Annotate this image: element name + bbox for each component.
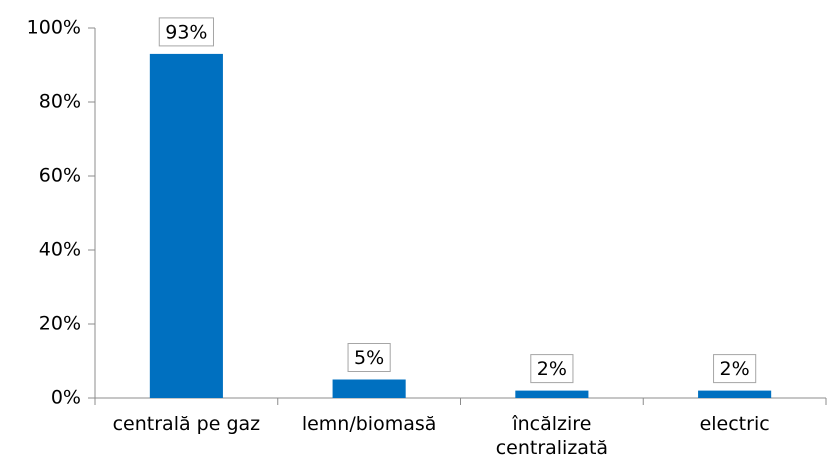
data-label-box: [530, 354, 574, 384]
data-label-box: [347, 343, 391, 372]
data-label: 5%: [354, 347, 384, 369]
x-tick-label: încălzire centralizată: [495, 413, 609, 459]
data-label: 2%: [720, 358, 750, 380]
y-tick-label: 60%: [39, 165, 81, 187]
y-tick-label: 100%: [27, 17, 81, 39]
bar: [332, 379, 406, 398]
y-tick-label: 80%: [39, 91, 81, 113]
bar: [515, 390, 589, 398]
y-tick-label: 20%: [39, 313, 81, 335]
data-label-box: [713, 354, 757, 384]
bar: [149, 53, 223, 399]
x-tick-label: lemn/biomasă: [301, 413, 437, 435]
y-tick-label: 40%: [39, 239, 81, 261]
data-label-box: [158, 17, 214, 47]
bar: [698, 390, 772, 398]
data-label: 93%: [165, 21, 207, 43]
x-tick-label: electric: [699, 413, 770, 435]
data-label: 2%: [537, 358, 567, 380]
x-tick-label: centrală pe gaz: [112, 413, 261, 435]
y-tick-label: 0%: [51, 387, 81, 409]
